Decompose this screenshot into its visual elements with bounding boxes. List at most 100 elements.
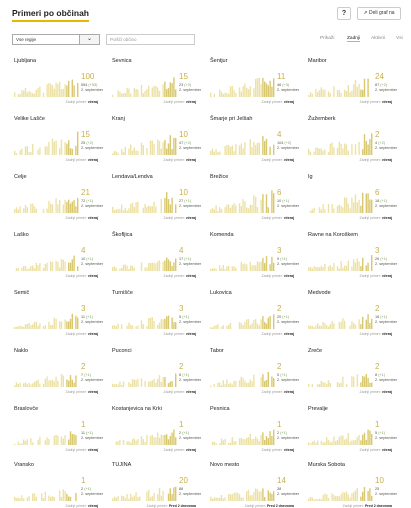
trend-bar [126,494,128,501]
delta-value: (+1) [184,257,192,261]
trend-chart [308,78,369,97]
municipality-card[interactable]: Puconci 2 8 (+1) 2. september Zadnji primer:… [108,348,201,398]
municipality-card[interactable]: Naklo 2 7 (+1) 2. september Zadnji primer: v… [10,348,103,398]
trend-bar [233,266,235,271]
trend-bar [313,327,315,329]
municipality-card[interactable]: Zreče 2 8 (+1) 2. september Zadnji primer: v… [304,348,397,398]
total-cases-value: 5 [277,373,280,377]
municipality-card[interactable]: Ravne na Koroškem 3 26 (+1) 2. september Zad… [304,232,397,282]
trend-chart [210,190,275,213]
trend-bar [360,496,362,501]
trend-bar [327,440,330,445]
municipality-card[interactable]: Ljubljana 100 554 (+53) 2. september Zadnji … [10,58,103,108]
municipality-card[interactable]: Medvode 2 16 (+1) 2. september Zadnji primer… [304,290,397,340]
trend-bar [320,441,322,445]
trend-bar [249,261,251,271]
municipality-card[interactable]: Kranj 10 47 (+2) 2. september Zadnji primer:… [108,116,201,166]
trend-bar [62,438,64,445]
active-cases: 2 [375,304,380,313]
trend-bar [311,441,313,445]
trend-bar [333,323,335,329]
active-cases: 21 [81,188,90,197]
municipality-card[interactable]: Braslovče 1 11 (+1) 2. september Zadnji prim… [10,406,103,456]
total-cases: 25 [375,487,379,491]
trend-bar [135,492,137,501]
sort-active[interactable]: Aktivni [371,36,386,41]
trend-bar [113,325,116,329]
municipality-card[interactable]: Pesnica 1 2 (+1) 2. september Zadnji primer:… [206,406,299,456]
municipality-card[interactable]: Komenda 3 9 (+1) 2. september Zadnji primer:… [206,232,299,282]
trend-bar [135,89,137,97]
total-cases-value: 9 [277,257,280,261]
trend-bar [247,490,250,501]
trend-bar [128,88,130,97]
trend-bar [130,383,132,387]
municipality-card[interactable]: Celje 21 72 (+1) 2. september Zadnji primer:… [10,174,103,224]
trend-bar [231,384,233,387]
trend-bar [242,86,244,97]
last-case-prefix: Zadnji primer: [65,274,87,278]
date-label: 2. september [179,204,202,208]
embed-button[interactable]: ⇗ Deli graf na [357,7,401,20]
municipality-name: Celje [14,174,27,180]
trend-bar [164,318,166,329]
trend-bar [160,198,162,213]
trend-bar [219,497,221,501]
municipality-card[interactable]: TUJINA 20 88 2. september Zadnji primer: Pr… [108,462,201,508]
trend-bar [121,495,123,501]
trend-bar [371,382,373,387]
trend-bar [215,205,217,213]
municipality-card[interactable]: Maribor 24 87 (+2) 2. september Zadnji prime… [304,58,397,108]
search-input[interactable]: Poišči občino [106,34,195,45]
municipality-card[interactable]: Lendava/Lendva 10 27 (+1) 2. september Zadnj… [108,174,202,224]
trend-bar [317,440,319,445]
sort-latest[interactable]: Zadnji [347,36,361,42]
municipality-card[interactable]: Vransko 1 2 (+1) 2. september Zadnji primer:… [10,462,103,508]
trend-bar [315,499,317,501]
trend-chart [308,429,373,445]
active-cases: 15 [81,130,90,139]
municipality-card[interactable]: Lukovica 2 20 (+1) 2. september Zadnji prime… [206,290,299,340]
delta-value: (+1) [184,199,192,203]
trend-bar [69,431,72,445]
trend-bar [149,381,152,387]
trend-bar [162,142,164,155]
trend-bar [365,140,367,155]
municipality-card[interactable]: Brežice 6 10 (+1) 2. september Zadnji primer… [206,174,299,224]
trend-bar [137,89,139,97]
municipality-card[interactable]: Sevnica 15 23 (+2) 2. september Zadnji prime… [108,58,201,108]
trend-bar [260,319,262,329]
trend-bar [130,93,132,97]
trend-bar [17,497,19,501]
help-button[interactable]: ? [337,7,351,20]
trend-bar [122,93,125,97]
municipality-card[interactable]: Šmarje pri Jelšah 4 104 (+2) 2. september Za… [206,116,299,166]
last-case-prefix: Zadnji primer: [261,100,283,104]
municipality-card[interactable]: Ig 6 18 (+1) 2. september Zadnji primer: vče… [304,174,397,224]
municipality-card[interactable]: Laško 4 10 (+1) 2. september Zadnji primer: … [10,232,103,282]
municipality-card[interactable]: Škofljica 4 17 (+1) 2. september Zadnji prim… [108,232,201,282]
municipality-card[interactable]: Prevalje 1 5 (+1) 2. september Zadnji primer… [304,406,397,456]
region-select[interactable]: Vse regije ⌄ [12,34,100,45]
trend-bar [342,492,344,501]
trend-bar [219,151,221,155]
municipality-card[interactable]: Tabor 2 5 (+1) 2. september Zadnji primer: v… [206,348,299,398]
sort-all[interactable]: Vsi [396,36,403,41]
trend-bar [354,144,357,155]
trend-bar [26,92,28,97]
municipality-card[interactable]: Semič 3 11 (+1) 2. september Zadnji primer: … [10,290,103,340]
trend-bar [131,265,134,271]
sort-show[interactable]: Prikaži [320,36,335,41]
total-cases-value: 23 [179,83,184,87]
municipality-card[interactable]: Turnišče 3 5 (+1) 2. september Zadnji primer… [108,290,201,340]
municipality-card[interactable]: Kostanjevica na Krki 1 2 (+1) 2. september Z… [108,406,201,456]
municipality-card[interactable]: Velike Lašče 15 25 (+2) 2. september Zadnji … [10,116,103,166]
total-cases: 8 (+1) [179,373,189,377]
municipality-card[interactable]: Novo mesto 14 38 2. september Zadnji primer… [206,462,299,508]
municipality-card[interactable]: Murska Sobota 10 25 2. september Zadnji pri… [304,462,397,508]
municipality-card[interactable]: Žužemberk 2 4 (+2) 2. september Zadnji prime… [304,116,397,166]
trend-bar [30,384,32,387]
municipality-name: Šmarje pri Jelšah [210,116,253,122]
trend-bar [32,144,34,155]
municipality-card[interactable]: Šentjur 11 46 (+3) 2. september Zadnji prime… [206,58,299,108]
